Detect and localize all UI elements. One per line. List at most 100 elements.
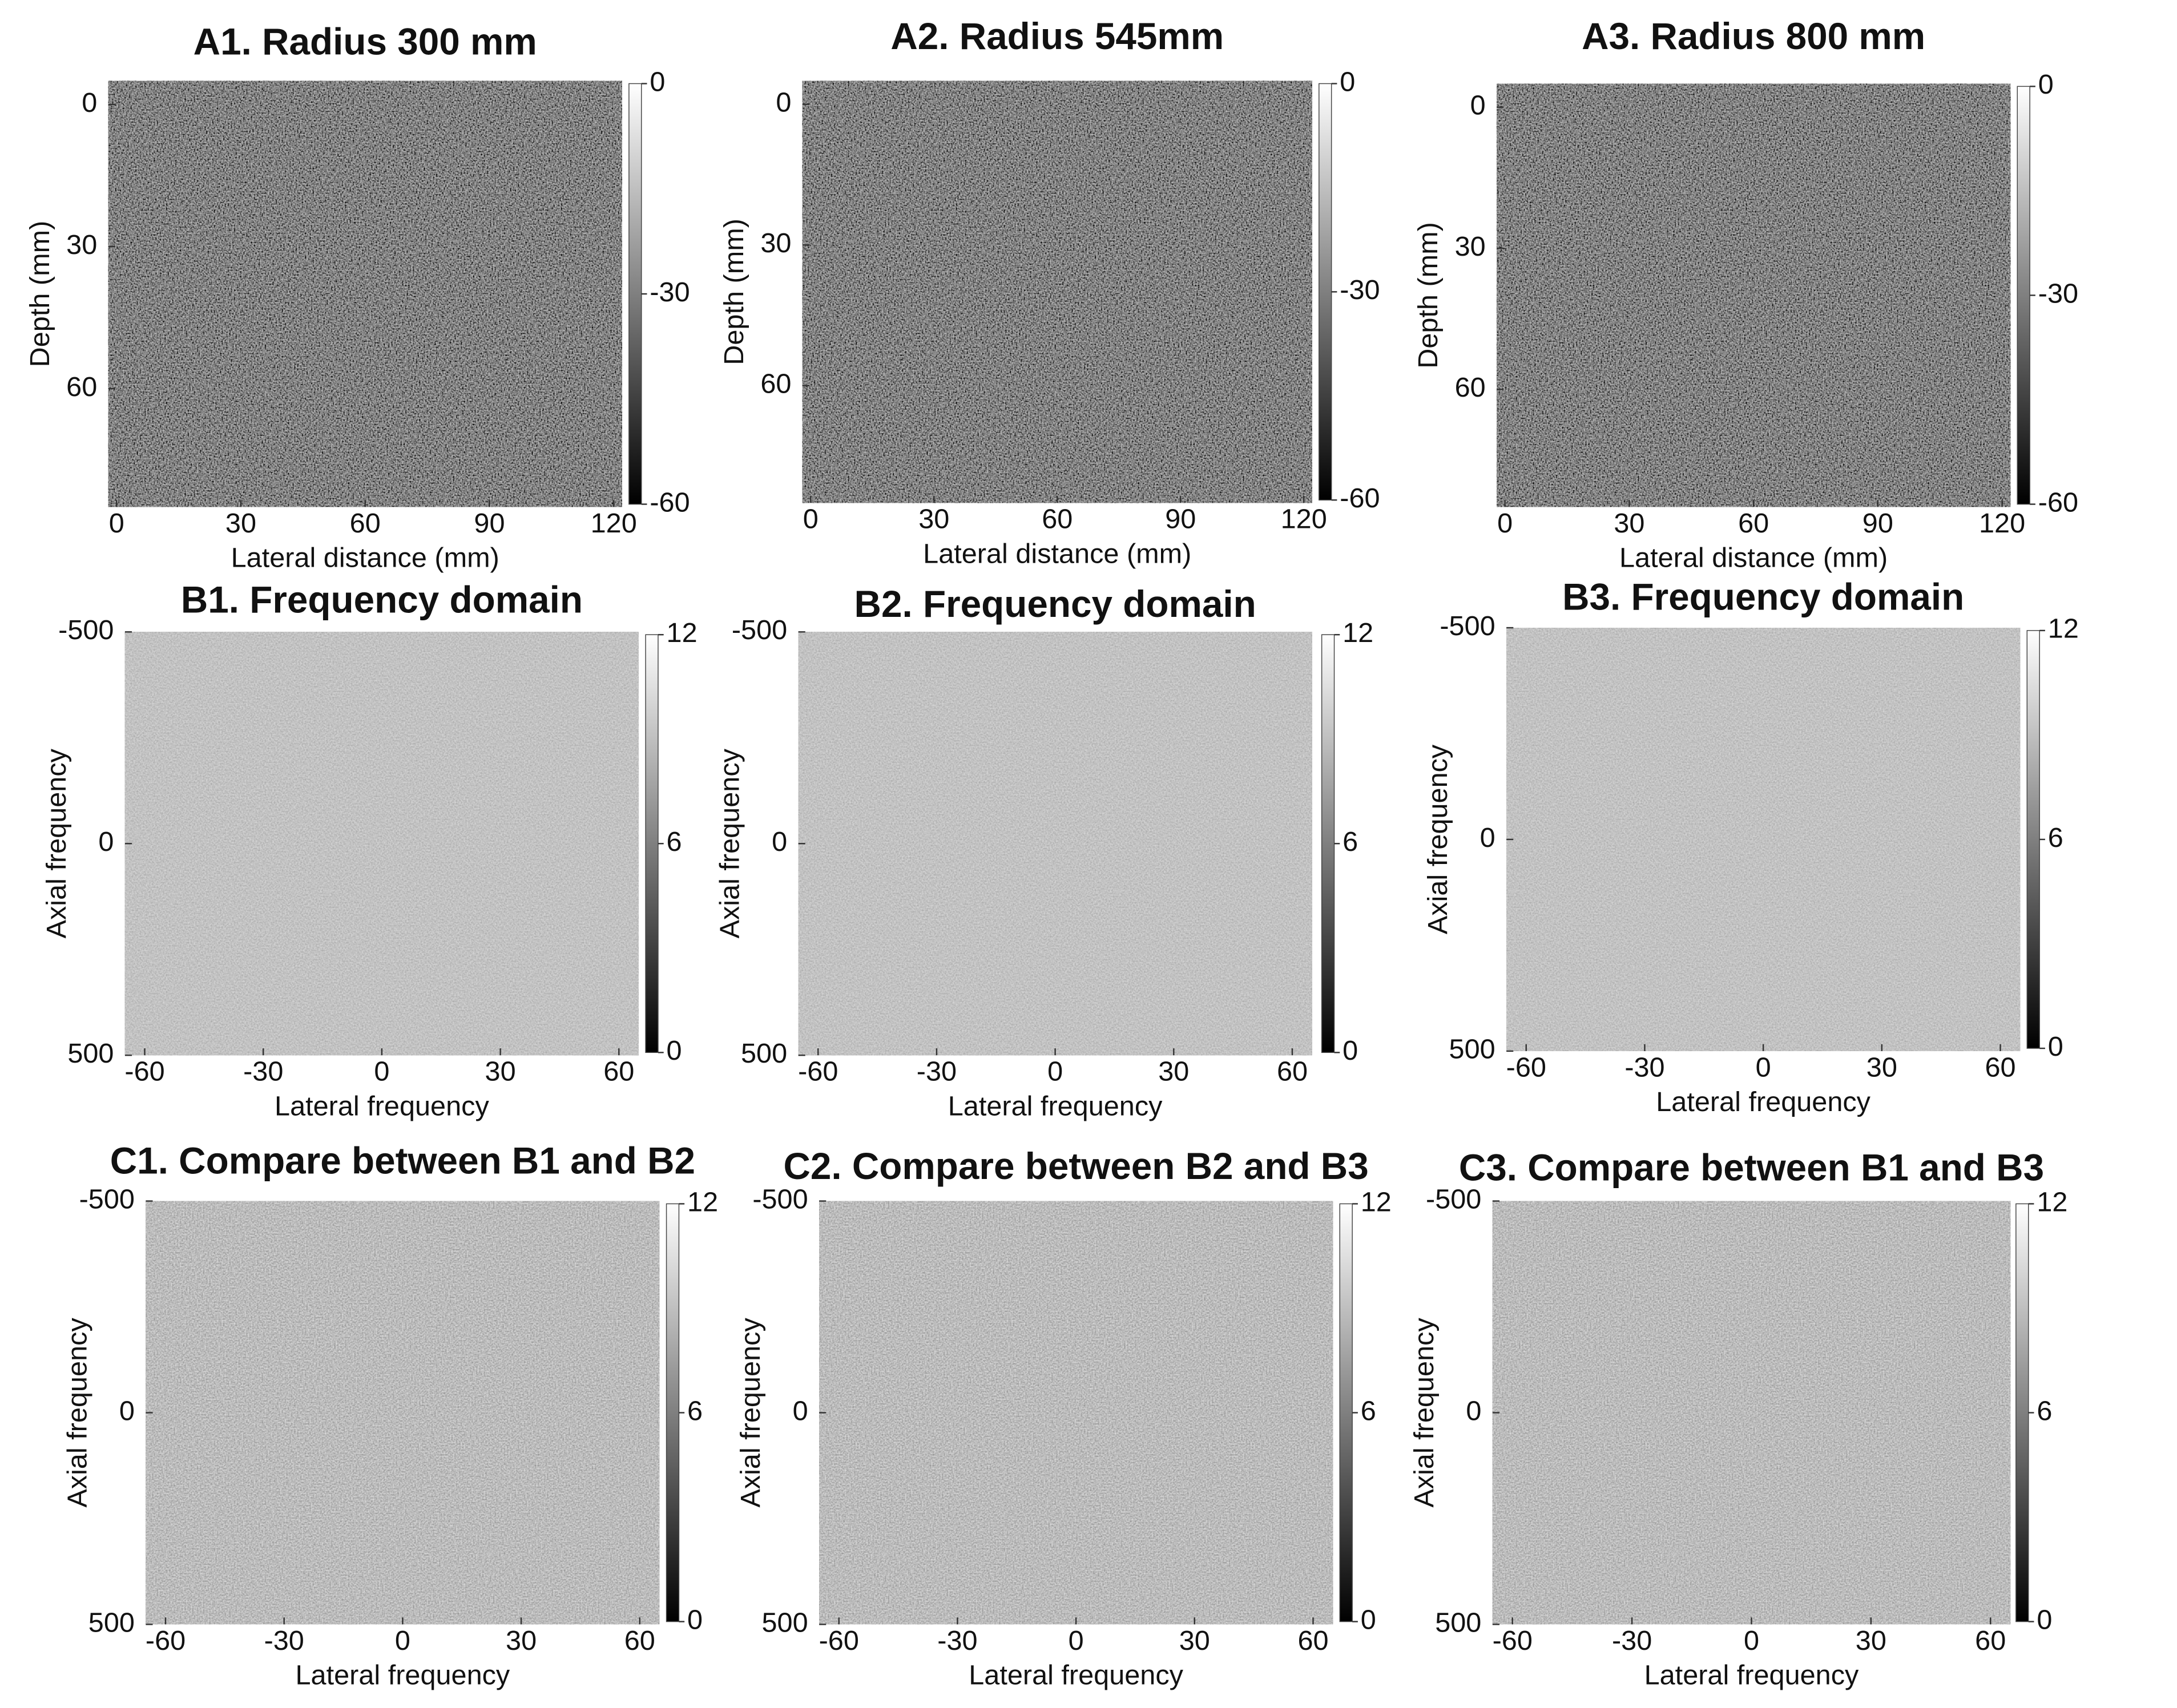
colorbar [666, 1203, 680, 1622]
panel-title: B3. Frequency domain [1562, 576, 1964, 618]
y-tick-label: 0 [1466, 1395, 1481, 1426]
y-tick-label: -500 [1426, 1184, 1481, 1214]
y-axis-label: Depth (mm) [25, 221, 55, 368]
colorbar [645, 634, 659, 1053]
x-tick-label: 30 [225, 508, 256, 539]
y-axis-label: Axial frequency [1409, 1318, 1440, 1508]
image [124, 632, 639, 1056]
x-tick-label: 60 [624, 1625, 655, 1656]
y-tick-label: 0 [772, 826, 787, 857]
x-tick-label: -60 [146, 1625, 186, 1656]
colorbar-tick-label: 12 [687, 1186, 718, 1217]
x-axis-label: Lateral frequency [969, 1660, 1183, 1691]
panel-title: A2. Radius 545mm [890, 15, 1224, 57]
colorbar-tick-label: 6 [2048, 822, 2063, 853]
y-tick-label: 0 [1480, 822, 1495, 853]
x-axis-label: Lateral frequency [1644, 1660, 1859, 1691]
x-tick-label: -30 [1624, 1052, 1664, 1083]
x-tick-label: 30 [485, 1056, 516, 1087]
colorbar-tick-label: 12 [1361, 1186, 1392, 1217]
x-tick-label: 120 [1979, 508, 2025, 539]
colorbar-tick-label: -30 [650, 277, 690, 308]
x-axis-label: Lateral frequency [948, 1091, 1163, 1121]
x-tick-label: -30 [243, 1056, 283, 1087]
colorbar-tick-label: 12 [2037, 1186, 2067, 1217]
x-tick-label: -30 [264, 1625, 304, 1656]
y-axis-label: Axial frequency [1422, 744, 1453, 934]
image [108, 80, 622, 507]
x-tick-label: 0 [374, 1056, 389, 1087]
panel-title: B1. Frequency domain [181, 579, 583, 621]
y-axis-label: Axial frequency [41, 748, 72, 938]
y-tick-label: 500 [67, 1038, 114, 1069]
y-tick-label: 0 [98, 826, 114, 857]
x-axis-label: Lateral distance (mm) [923, 538, 1191, 569]
x-tick-label: -60 [1493, 1625, 1533, 1656]
x-tick-label: 60 [350, 508, 381, 539]
colorbar [1339, 1203, 1353, 1622]
x-tick-label: -60 [798, 1056, 838, 1087]
colorbar-tick-label: 0 [1361, 1604, 1376, 1635]
image [802, 80, 1312, 503]
image [1492, 1201, 2011, 1625]
image [798, 632, 1312, 1056]
x-tick-label: 30 [1866, 1052, 1897, 1083]
panel-title: A1. Radius 300 mm [193, 21, 537, 63]
y-tick-label: 30 [66, 229, 97, 260]
x-tick-label: 60 [1985, 1052, 2015, 1083]
colorbar-tick-label: 0 [2038, 69, 2054, 100]
y-axis-label: Axial frequency [715, 748, 745, 938]
x-tick-label: 60 [603, 1056, 634, 1087]
colorbar-tick-label: 0 [2048, 1031, 2063, 1062]
x-tick-label: 30 [1158, 1056, 1189, 1087]
y-tick-label: 0 [793, 1395, 808, 1426]
y-tick-label: -500 [58, 615, 114, 645]
x-tick-label: 60 [1975, 1625, 2006, 1656]
y-tick-label: 30 [760, 228, 791, 259]
x-tick-label: -30 [917, 1056, 957, 1087]
y-tick-label: 60 [1455, 372, 1486, 403]
y-axis-label: Axial frequency [62, 1318, 92, 1508]
x-tick-label: -30 [1612, 1625, 1652, 1656]
x-axis-label: Lateral distance (mm) [1619, 543, 1888, 574]
y-axis-label: Axial frequency [735, 1318, 766, 1508]
x-tick-label: 60 [1738, 508, 1769, 539]
y-tick-label: 0 [1470, 90, 1486, 121]
colorbar-tick-label: -60 [650, 487, 690, 518]
colorbar [628, 83, 642, 505]
colorbar [1319, 83, 1332, 500]
colorbar-tick-label: -30 [2038, 278, 2078, 309]
y-tick-label: 0 [82, 87, 97, 118]
colorbar-tick-label: 6 [1361, 1395, 1376, 1426]
colorbar-tick-label: -60 [2038, 487, 2078, 518]
image [146, 1201, 660, 1625]
y-tick-label: 500 [762, 1607, 808, 1638]
y-tick-label: -500 [732, 615, 787, 645]
y-tick-label: -500 [79, 1184, 135, 1214]
x-axis-label: Lateral frequency [296, 1660, 510, 1691]
x-tick-label: 0 [395, 1625, 410, 1656]
x-tick-label: 60 [1297, 1625, 1328, 1656]
x-tick-label: 0 [1744, 1625, 1759, 1656]
colorbar-tick-label: -30 [1340, 274, 1380, 305]
colorbar-tick-label: 12 [1343, 617, 1373, 648]
colorbar-tick-label: 6 [667, 826, 682, 857]
colorbar-tick-label: 0 [650, 66, 665, 97]
x-tick-label: 0 [109, 508, 124, 539]
x-tick-label: 30 [1856, 1625, 1886, 1656]
y-tick-label: 500 [1435, 1607, 1481, 1638]
panel-title: A3. Radius 800 mm [1582, 15, 1925, 57]
colorbar-tick-label: 0 [1343, 1035, 1358, 1066]
colorbar-tick-label: 6 [2037, 1395, 2052, 1426]
x-axis-label: Lateral frequency [1656, 1087, 1870, 1117]
y-tick-label: -500 [1440, 611, 1495, 641]
colorbar-tick-label: -60 [1340, 483, 1380, 514]
image [1497, 83, 2011, 507]
x-tick-label: 0 [1756, 1052, 1771, 1083]
x-axis-label: Lateral frequency [275, 1091, 489, 1121]
y-tick-label: 500 [88, 1607, 135, 1638]
image [819, 1201, 1333, 1625]
x-tick-label: 0 [1497, 508, 1513, 539]
x-tick-label: 30 [506, 1625, 537, 1656]
